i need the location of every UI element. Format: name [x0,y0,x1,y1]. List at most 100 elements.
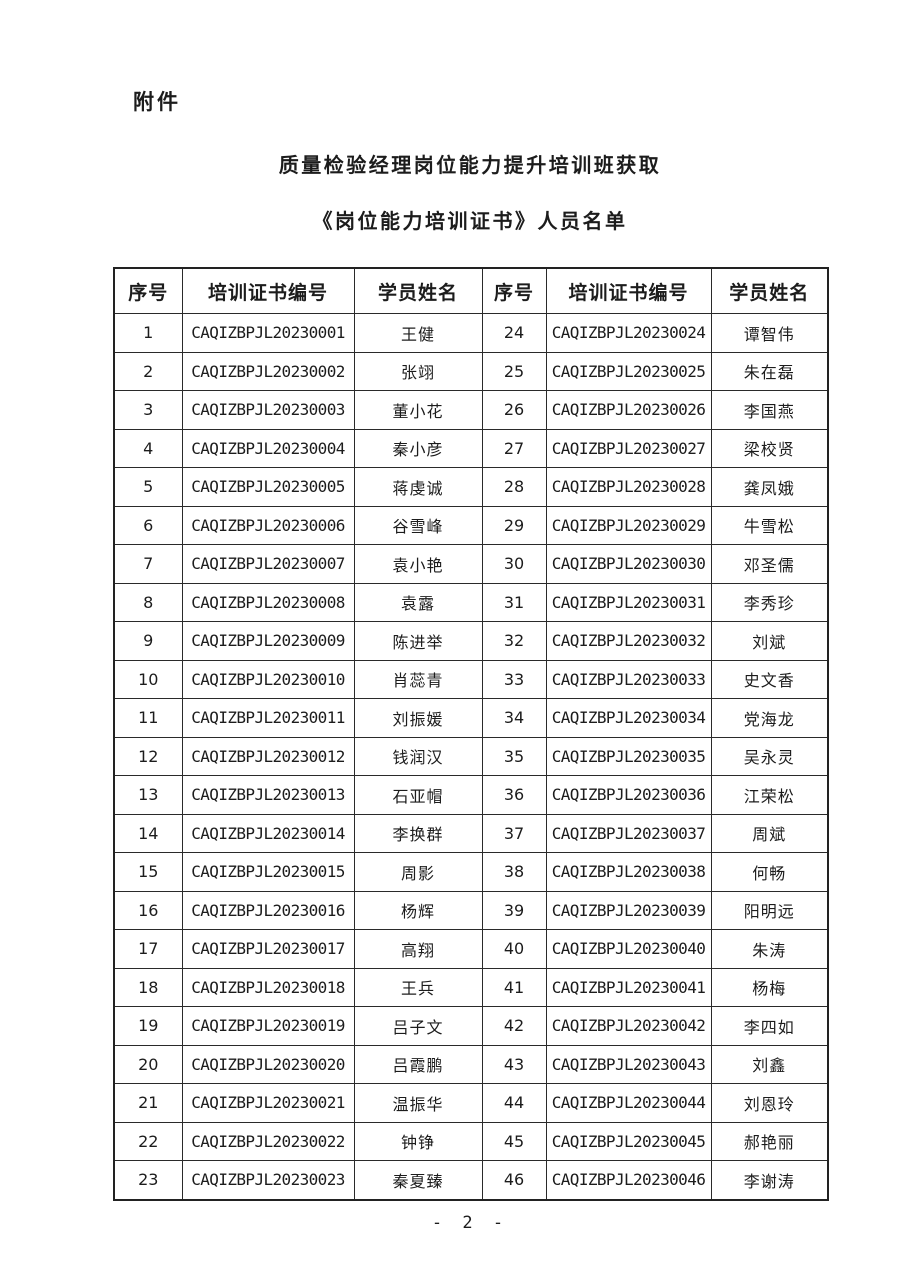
serial-cell: 16 [113,890,183,930]
cert-number-cell: CAQIZBPJL20230003 [181,390,355,430]
student-name-cell: 袁露 [353,582,483,622]
student-name-cell: 龚凤娥 [710,467,829,507]
student-name-cell: 朱涛 [710,929,829,969]
cert-number-cell: CAQIZBPJL20230035 [545,736,712,776]
student-name-cell: 李秀珍 [710,582,829,622]
serial-cell: 10 [113,659,183,699]
serial-cell: 28 [481,467,547,507]
serial-cell: 29 [481,505,547,545]
serial-cell: 8 [113,582,183,622]
serial-cell: 46 [481,1160,547,1200]
serial-cell: 22 [113,1121,183,1161]
student-name-cell: 吕霞鹏 [353,1044,483,1084]
serial-cell: 23 [113,1160,183,1200]
student-name-cell: 张翊 [353,351,483,391]
serial-cell: 45 [481,1121,547,1161]
serial-cell: 27 [481,428,547,468]
student-name-cell: 党海龙 [710,698,829,738]
document-title-line1: 质量检验经理岗位能力提升培训班获取 [278,155,662,177]
cert-number-cell: CAQIZBPJL20230028 [545,467,712,507]
cert-number-cell: CAQIZBPJL20230027 [545,428,712,468]
col-header-name-right: 学员姓名 [710,267,829,314]
serial-cell: 24 [481,313,547,353]
col-header-cert-right: 培训证书编号 [545,267,712,314]
student-name-cell: 石亚帽 [353,775,483,815]
student-name-cell: 何畅 [710,852,829,892]
cert-number-cell: CAQIZBPJL20230007 [181,544,355,584]
col-header-serial-left: 序号 [113,267,183,314]
cert-number-cell: CAQIZBPJL20230025 [545,351,712,391]
student-name-cell: 肖蕊青 [353,659,483,699]
cert-number-cell: CAQIZBPJL20230009 [181,621,355,661]
student-name-cell: 陈进举 [353,621,483,661]
cert-number-cell: CAQIZBPJL20230040 [545,929,712,969]
serial-cell: 44 [481,1083,547,1123]
serial-cell: 17 [113,929,183,969]
cert-number-cell: CAQIZBPJL20230031 [545,582,712,622]
serial-cell: 37 [481,813,547,853]
table-row: 20 CAQIZBPJL20230020 吕霞鹏 43 CAQIZBPJL2023004… [113,1044,829,1084]
student-name-cell: 周影 [353,852,483,892]
cert-number-cell: CAQIZBPJL20230024 [545,313,712,353]
table-row: 9 CAQIZBPJL20230009 陈进举 32 CAQIZBPJL20230032… [113,621,829,661]
student-name-cell: 李国燕 [710,390,829,430]
serial-cell: 38 [481,852,547,892]
student-name-cell: 阳明远 [710,890,829,930]
table-row: 3 CAQIZBPJL20230003 董小花 26 CAQIZBPJL20230026… [113,390,829,430]
cert-number-cell: CAQIZBPJL20230038 [545,852,712,892]
serial-cell: 21 [113,1083,183,1123]
cert-number-cell: CAQIZBPJL20230019 [181,1006,355,1046]
serial-cell: 30 [481,544,547,584]
cert-number-cell: CAQIZBPJL20230002 [181,351,355,391]
cert-number-cell: CAQIZBPJL20230001 [181,313,355,353]
student-name-cell: 钱润汉 [353,736,483,776]
student-name-cell: 吕子文 [353,1006,483,1046]
student-name-cell: 王健 [353,313,483,353]
table-row: 17 CAQIZBPJL20230017 高翔 40 CAQIZBPJL20230040… [113,929,829,969]
serial-cell: 2 [113,351,183,391]
student-name-cell: 吴永灵 [710,736,829,776]
cert-number-cell: CAQIZBPJL20230008 [181,582,355,622]
cert-number-cell: CAQIZBPJL20230045 [545,1121,712,1161]
serial-cell: 18 [113,967,183,1007]
table-row: 4 CAQIZBPJL20230004 秦小彦 27 CAQIZBPJL20230027… [113,428,829,468]
col-header-name-left: 学员姓名 [353,267,483,314]
cert-number-cell: CAQIZBPJL20230010 [181,659,355,699]
cert-number-cell: CAQIZBPJL20230039 [545,890,712,930]
table-row: 5 CAQIZBPJL20230005 蒋虔诚 28 CAQIZBPJL20230028… [113,467,829,507]
cert-number-cell: CAQIZBPJL20230014 [181,813,355,853]
cert-number-cell: CAQIZBPJL20230042 [545,1006,712,1046]
cert-number-cell: CAQIZBPJL20230004 [181,428,355,468]
student-name-cell: 温振华 [353,1083,483,1123]
cert-number-cell: CAQIZBPJL20230005 [181,467,355,507]
cert-number-cell: CAQIZBPJL20230036 [545,775,712,815]
serial-cell: 43 [481,1044,547,1084]
cert-number-cell: CAQIZBPJL20230022 [181,1121,355,1161]
student-name-cell: 谷雪峰 [353,505,483,545]
serial-cell: 40 [481,929,547,969]
serial-cell: 26 [481,390,547,430]
col-header-serial-right: 序号 [481,267,547,314]
student-name-cell: 刘鑫 [710,1044,829,1084]
cert-number-cell: CAQIZBPJL20230012 [181,736,355,776]
student-name-cell: 谭智伟 [710,313,829,353]
serial-cell: 12 [113,736,183,776]
student-name-cell: 李四如 [710,1006,829,1046]
cert-number-cell: CAQIZBPJL20230026 [545,390,712,430]
student-name-cell: 李谢涛 [710,1160,829,1200]
cert-number-cell: CAQIZBPJL20230023 [181,1160,355,1200]
table-row: 13 CAQIZBPJL20230013 石亚帽 36 CAQIZBPJL2023003… [113,775,829,815]
table-row: 18 CAQIZBPJL20230018 王兵 41 CAQIZBPJL20230041… [113,967,829,1007]
student-name-cell: 刘斌 [710,621,829,661]
student-name-cell: 郝艳丽 [710,1121,829,1161]
student-name-cell: 史文香 [710,659,829,699]
table-row: 22 CAQIZBPJL20230022 钟铮 45 CAQIZBPJL20230045… [113,1121,829,1161]
cert-number-cell: CAQIZBPJL20230044 [545,1083,712,1123]
cert-number-cell: CAQIZBPJL20230011 [181,698,355,738]
student-name-cell: 王兵 [353,967,483,1007]
serial-cell: 36 [481,775,547,815]
student-name-cell: 牛雪松 [710,505,829,545]
serial-cell: 9 [113,621,183,661]
student-name-cell: 朱在磊 [710,351,829,391]
student-name-cell: 刘振媛 [353,698,483,738]
